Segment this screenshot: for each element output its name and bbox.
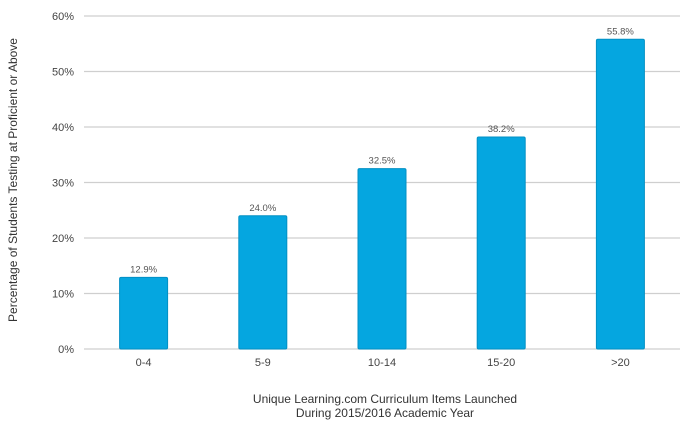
y-tick-label: 50% — [52, 67, 74, 79]
y-tick-label: 20% — [52, 233, 74, 245]
x-tick-label: 0-4 — [136, 357, 152, 369]
data-label: 12.9% — [130, 264, 157, 275]
x-tick-label: >20 — [611, 357, 630, 369]
y-axis-title: Percentage of Students Testing at Profic… — [6, 38, 20, 322]
bar-1 — [238, 215, 288, 350]
y-tick-label: 60% — [52, 11, 74, 23]
data-labels: 12.9% 24.0% 32.5% 38.2% 55.8% — [130, 26, 634, 275]
y-tick-label: 30% — [52, 178, 74, 190]
bar-3 — [476, 136, 526, 350]
x-axis-ticks: 0-4 5-9 10-14 15-20 >20 — [136, 357, 630, 369]
x-tick-label: 5-9 — [255, 357, 271, 369]
x-axis-title-line-2: During 2015/2016 Academic Year — [296, 406, 474, 420]
bar-0 — [119, 276, 169, 350]
x-tick-label: 15-20 — [487, 357, 515, 369]
y-tick-label: 0% — [58, 344, 74, 356]
x-axis-title-line-1: Unique Learning.com Curriculum Items Lau… — [253, 392, 517, 406]
data-label: 24.0% — [249, 203, 276, 214]
x-tick-label: 10-14 — [368, 357, 396, 369]
bar-4 — [595, 38, 645, 350]
y-tick-label: 10% — [52, 289, 74, 301]
y-axis-ticks: 0% 10% 20% 30% 40% 50% 60% — [52, 11, 74, 356]
data-label: 55.8% — [607, 26, 634, 37]
data-label: 38.2% — [488, 124, 515, 135]
bars — [119, 38, 645, 350]
y-tick-label: 40% — [52, 122, 74, 134]
bar-2 — [357, 168, 407, 350]
data-label: 32.5% — [369, 156, 396, 167]
